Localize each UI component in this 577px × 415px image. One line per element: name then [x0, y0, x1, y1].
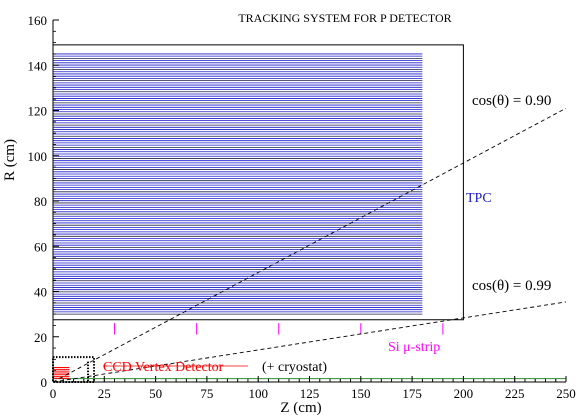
ccd-vertex-label: CCD Vertex Detector [103, 360, 224, 375]
y-axis-label: R (cm) [2, 139, 18, 181]
ccd-vertex-layers [52, 356, 96, 383]
tpc-label: TPC [466, 191, 492, 206]
x-tick-label: 150 [351, 386, 371, 401]
x-tick-label: 0 [50, 386, 57, 401]
cos-099-label: cos(θ) = 0.99 [472, 278, 551, 294]
chart-title: TRACKING SYSTEM FOR P DETECTOR [238, 11, 451, 25]
y-tick-label: 120 [28, 104, 48, 119]
x-tick-label: 50 [149, 386, 162, 401]
y-tick-label: 160 [28, 13, 48, 28]
y-tick-label: 100 [28, 149, 48, 164]
cryostat-label: (+ cryostat) [262, 360, 327, 375]
si-strip-markers [114, 323, 444, 335]
chart-labels: TRACKING SYSTEM FOR P DETECTOR Z (cm) R (c… [2, 11, 551, 415]
x-tick-label: 125 [300, 386, 320, 401]
y-tick-label: 20 [34, 330, 47, 345]
y-tick-label: 60 [34, 239, 47, 254]
si-strip-label: Si μ-strip [388, 340, 440, 355]
x-tick-label: 200 [454, 386, 474, 401]
x-tick-label: 175 [402, 386, 422, 401]
y-tick-label: 140 [28, 58, 48, 73]
tpc-outer-box [53, 44, 464, 321]
axes: 0 25 50 75 100 125 150 175 200 225 250 0 20 40 60 80 100… [28, 13, 576, 401]
cos-theta-lines [52, 107, 567, 383]
cos-theta-line [52, 107, 567, 383]
x-tick-label: 100 [248, 386, 268, 401]
cos-theta-line [52, 301, 567, 383]
x-tick-label: 25 [98, 386, 111, 401]
y-tick-label: 0 [41, 375, 48, 390]
cos-090-label: cos(θ) = 0.90 [472, 93, 551, 109]
x-axis-label: Z (cm) [280, 400, 321, 415]
x-tick-label: 250 [556, 386, 576, 401]
tpc-pad-rows [53, 44, 464, 321]
y-tick-label: 80 [34, 194, 47, 209]
x-tick-label: 225 [505, 386, 525, 401]
y-tick-label: 40 [34, 285, 47, 300]
x-tick-label: 75 [200, 386, 213, 401]
